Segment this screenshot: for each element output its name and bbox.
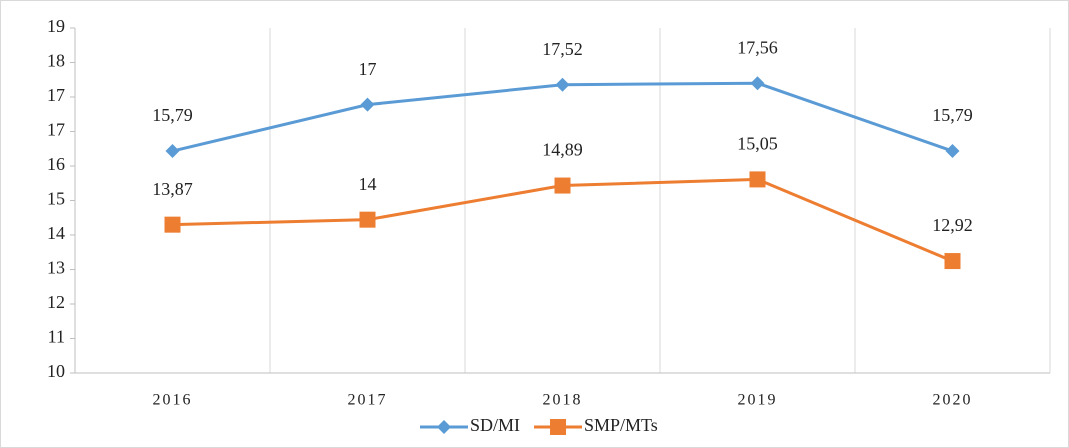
y-tick-label: 10 <box>47 361 65 381</box>
x-tick-label: 2020 <box>933 392 973 409</box>
y-tick-label: 12 <box>47 292 65 312</box>
x-tick-label: 2018 <box>543 392 583 409</box>
point-marker <box>359 211 376 228</box>
legend-label: SD/MI <box>470 415 520 435</box>
y-tick-label: 13 <box>47 258 65 278</box>
y-tick-label: 18 <box>47 51 65 71</box>
y-tick-label: 14 <box>47 223 65 243</box>
legend-marker <box>550 419 567 435</box>
data-label: 15,79 <box>932 105 973 125</box>
y-tick-label: 17 <box>47 120 65 140</box>
data-label: 13,87 <box>152 179 193 199</box>
x-tick-label: 2019 <box>738 392 778 409</box>
data-label: 17 <box>359 59 377 79</box>
point-marker <box>750 76 765 91</box>
data-label: 17,56 <box>737 37 778 57</box>
point-marker <box>945 144 960 159</box>
point-marker <box>749 171 766 188</box>
x-tick-label: 2017 <box>348 392 388 409</box>
point-marker <box>555 77 570 92</box>
point-marker <box>554 177 571 194</box>
data-label: 15,79 <box>152 105 193 125</box>
legend-label: SMP/MTs <box>584 415 658 435</box>
y-tick-label: 17 <box>47 85 65 105</box>
data-label: 14 <box>359 174 377 194</box>
point-marker <box>944 253 961 270</box>
y-tick-label: 19 <box>47 16 65 36</box>
y-tick-label: 16 <box>47 154 65 174</box>
point-marker <box>360 97 375 112</box>
data-label: 14,89 <box>542 140 583 160</box>
point-marker <box>165 144 180 159</box>
data-label: 12,92 <box>932 215 973 235</box>
data-label: 15,05 <box>737 134 778 154</box>
x-tick-label: 2016 <box>153 392 193 409</box>
data-label: 17,52 <box>542 39 583 59</box>
y-tick-label: 11 <box>48 327 65 347</box>
point-marker <box>164 216 181 233</box>
legend-marker <box>437 420 451 434</box>
y-tick-label: 15 <box>47 189 65 209</box>
